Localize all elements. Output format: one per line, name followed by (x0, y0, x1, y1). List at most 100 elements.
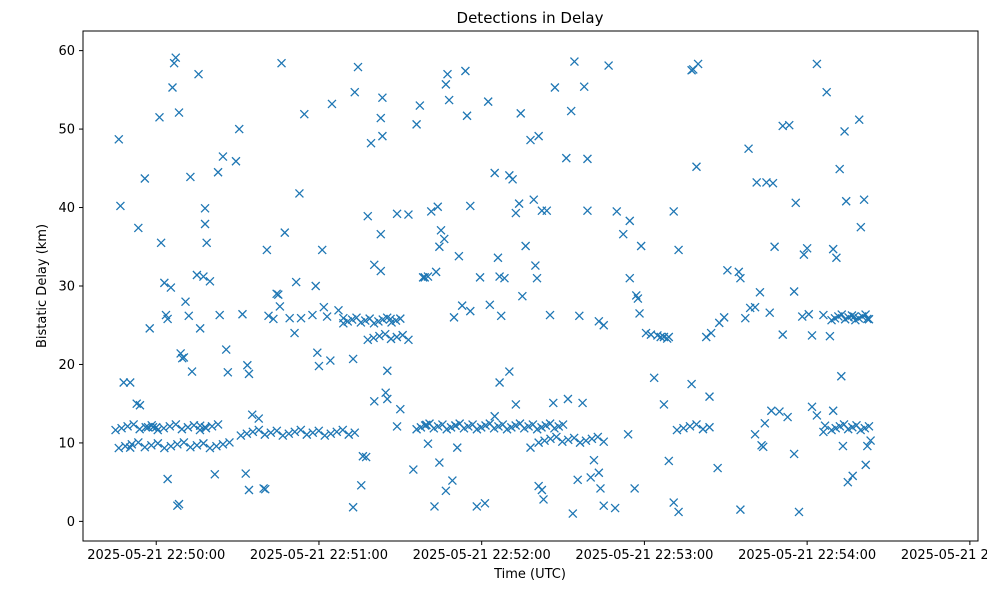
detection-point (766, 406, 776, 416)
detection-point (534, 438, 544, 448)
detection-point (218, 439, 228, 449)
detection-point (153, 425, 163, 435)
detection-point (735, 273, 745, 283)
detection-point (508, 174, 518, 184)
detection-point (540, 436, 550, 446)
detection-point (231, 156, 241, 166)
detection-point (168, 83, 177, 92)
detection-point (706, 328, 716, 338)
detection-point (828, 244, 838, 254)
detection-point (369, 318, 379, 328)
detection-point (847, 311, 857, 320)
detection-point (218, 152, 228, 161)
detection-point (656, 332, 666, 342)
detection-point (758, 442, 768, 452)
detection-point (165, 421, 175, 431)
detection-point (835, 164, 845, 174)
detection-point (238, 309, 247, 319)
detection-point (120, 441, 130, 451)
detection-point (812, 411, 822, 420)
detection-point (382, 366, 392, 376)
detection-point (859, 195, 869, 205)
y-tick-label: 40 (58, 201, 75, 216)
detection-point (582, 154, 592, 164)
detection-point (211, 441, 221, 451)
detection-point (802, 243, 812, 253)
x-tick-label: 2025-05-21 22:52:00 (413, 548, 551, 563)
detection-point (529, 195, 539, 205)
detection-point (789, 287, 799, 296)
detection-point (380, 329, 390, 339)
detection-point (374, 331, 384, 341)
detection-point (192, 440, 202, 450)
detection-point (221, 345, 231, 355)
detection-point (320, 431, 330, 441)
detection-point (123, 421, 133, 431)
detection-point (563, 435, 573, 445)
detection-point (457, 301, 467, 311)
detection-point (516, 108, 526, 118)
detection-point (719, 312, 729, 322)
detection-point (760, 418, 770, 428)
detection-point (705, 422, 714, 432)
detection-point (573, 475, 583, 485)
detection-point (546, 434, 555, 444)
detection-point (127, 439, 137, 449)
detection-point (247, 410, 257, 420)
detection-point (837, 310, 847, 320)
detection-point (363, 335, 373, 345)
detection-point (454, 251, 464, 261)
detection-point (618, 229, 628, 239)
detection-point (200, 219, 210, 229)
detection-point (848, 471, 858, 481)
detection-point (159, 443, 169, 453)
detection-point (302, 430, 312, 440)
detection-point (625, 216, 635, 226)
detection-point (836, 371, 846, 381)
detection-point (465, 201, 475, 211)
detection-point (511, 400, 521, 409)
detection-point (496, 311, 506, 321)
x-tick-label: 2025-05-21 22:54:00 (738, 548, 876, 563)
detection-point (353, 62, 363, 72)
detection-point (784, 120, 794, 130)
detection-point (210, 469, 220, 479)
detection-point (636, 241, 646, 251)
detection-point (348, 354, 358, 364)
detection-point (277, 58, 286, 68)
detection-point (363, 211, 373, 221)
detection-point (344, 430, 354, 440)
detection-point (669, 207, 679, 216)
detection-point (705, 392, 714, 402)
detection-point (119, 378, 129, 387)
detection-point (485, 300, 495, 310)
detection-point (530, 261, 540, 271)
detection-point (242, 429, 252, 439)
detection-point (376, 229, 386, 239)
detection-point (596, 483, 605, 493)
detection-point (356, 480, 366, 490)
detection-point (462, 111, 472, 121)
detection-point (825, 331, 835, 341)
detection-point (183, 422, 193, 432)
detection-point (804, 309, 814, 319)
y-tick-label: 10 (58, 436, 75, 451)
detection-point (202, 238, 212, 248)
detection-point (311, 281, 321, 291)
detection-point (441, 79, 451, 89)
detection-point (765, 308, 775, 318)
detection-point (260, 430, 270, 440)
detection-point (169, 58, 179, 68)
detection-point (155, 112, 164, 122)
detection-point (260, 484, 270, 494)
detection-point (171, 53, 181, 63)
detection-point (444, 95, 454, 105)
detection-point (369, 333, 379, 343)
detection-point (434, 242, 444, 252)
detection-point (854, 115, 864, 125)
detection-point (179, 352, 189, 362)
detection-point (465, 306, 475, 316)
detection-point (430, 502, 439, 511)
x-axis-ticks: 2025-05-21 22:50:00 2025-05-21 22:51:00 20… (87, 541, 987, 563)
detection-point (679, 423, 688, 433)
